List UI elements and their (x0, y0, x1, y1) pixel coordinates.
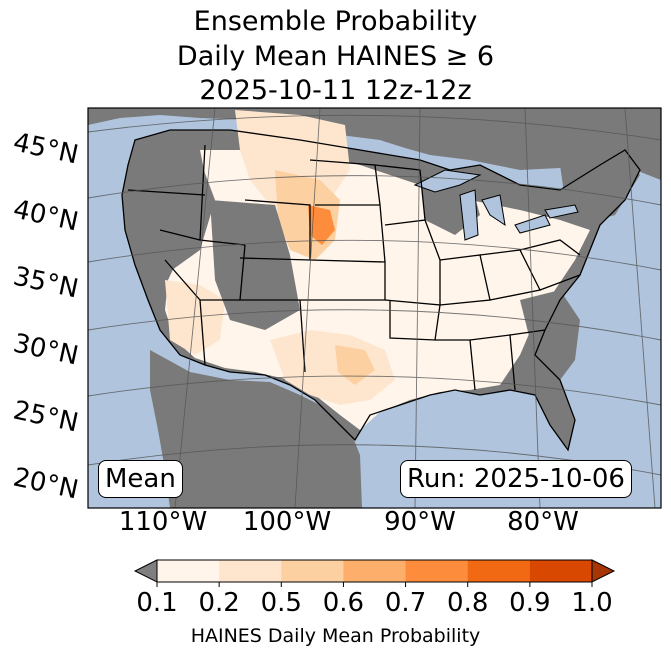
run-label: Run: 2025-10-06 (400, 460, 632, 498)
colorbar-tick-label: 0.5 (260, 588, 302, 618)
lat-label-40: 40°N (11, 195, 81, 238)
nodata-patch-rockies (210, 200, 300, 330)
lon-label-110: 110°W (119, 507, 207, 537)
colorbar-tick-label: 0.7 (384, 588, 427, 618)
colorbar-segment (343, 560, 407, 582)
colorbar (133, 559, 616, 587)
mean-label: Mean (98, 460, 183, 498)
colorbar-segment (467, 560, 531, 582)
colorbar-frame (156, 559, 593, 583)
title-line-3: 2025-10-11 12z-12z (199, 75, 472, 106)
lat-label-25: 25°N (11, 396, 81, 439)
prob-region-mid-3 (165, 280, 225, 355)
prob-region-peak (308, 205, 335, 245)
mexico-land (150, 350, 362, 508)
map-frame (87, 107, 662, 509)
prob-region-high-2 (335, 345, 375, 385)
colorbar-tick-label: 0.2 (198, 588, 240, 618)
colorbar-label: HAINES Daily Mean Probability (190, 625, 481, 647)
colorbar-under-arrow (133, 559, 158, 583)
colorbar-segment (281, 560, 344, 582)
prob-region-mid-2 (270, 330, 395, 405)
title-line-2: Daily Mean HAINES ≥ 6 (176, 41, 495, 72)
nodata-patch-southeast (520, 290, 580, 380)
colorbar-segment (529, 560, 593, 582)
graticule (88, 108, 661, 508)
lon-label-100: 100°W (243, 507, 331, 537)
lat-label-30: 30°N (11, 329, 81, 372)
colorbar-tick-label: 0.6 (322, 588, 365, 618)
colorbar-tick-label: 1.0 (571, 588, 613, 618)
lon-label-80: 80°W (507, 507, 579, 537)
colorbar-over-arrow (591, 559, 616, 583)
nodata-patch-west (140, 160, 215, 275)
nodata-patch-northeast (560, 150, 640, 222)
lat-label-20: 20°N (11, 463, 81, 506)
canada-land (88, 108, 661, 180)
colorbar-tick-label: 0.9 (509, 588, 551, 618)
colorbar-segment (157, 560, 220, 582)
lon-label-90: 90°W (384, 507, 456, 537)
lat-label-35: 35°N (11, 262, 81, 305)
colorbar-segment (405, 560, 469, 582)
lat-label-45: 45°N (11, 128, 81, 171)
colorbar-tick-label: 0.8 (447, 588, 489, 618)
title-line-1: Ensemble Probability (193, 6, 478, 37)
colorbar-tick-label: 0.1 (136, 588, 178, 618)
state-borders (121, 129, 641, 452)
colorbar-segment (219, 560, 282, 582)
